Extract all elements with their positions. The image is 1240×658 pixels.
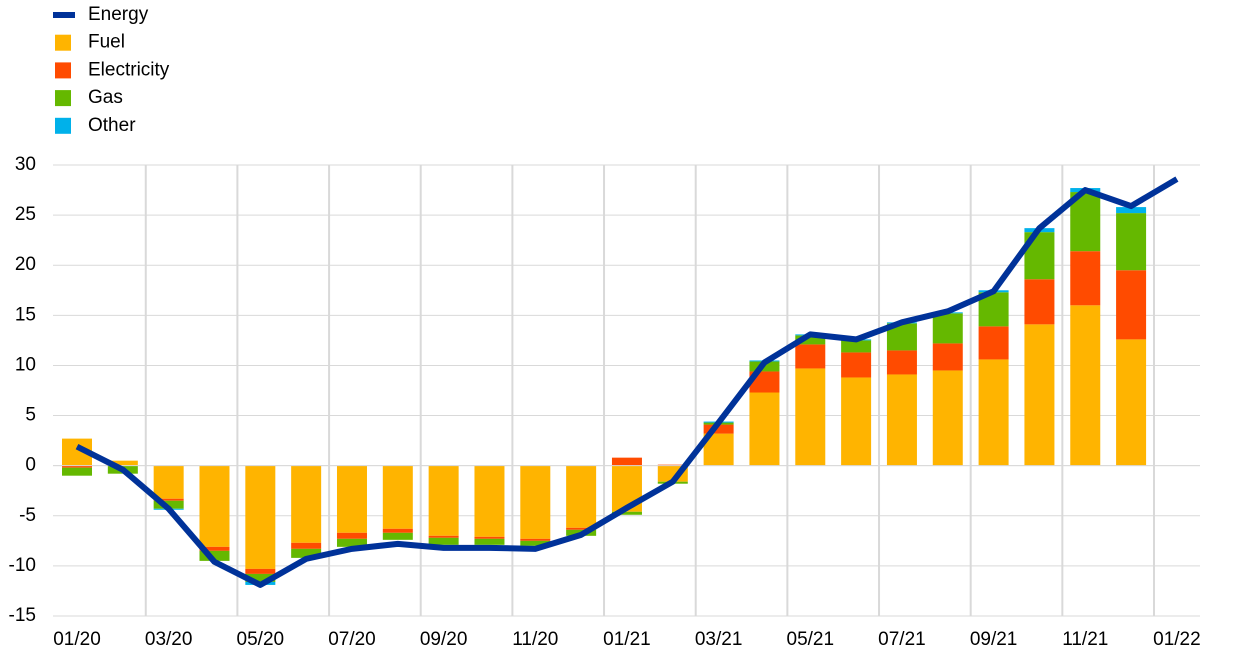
legend-label: Energy bbox=[88, 4, 149, 25]
bar bbox=[336, 465, 367, 533]
bar bbox=[566, 465, 597, 528]
bar bbox=[1116, 339, 1147, 466]
bar bbox=[474, 465, 505, 537]
bar bbox=[978, 359, 1009, 466]
bar bbox=[611, 457, 642, 466]
bar bbox=[566, 527, 597, 530]
bar bbox=[932, 370, 963, 466]
x-tick-label: 01/22 bbox=[1153, 629, 1201, 650]
bar bbox=[886, 350, 917, 375]
x-tick-label: 11/20 bbox=[512, 629, 558, 650]
bar bbox=[291, 465, 322, 543]
x-tick-label: 05/21 bbox=[787, 629, 835, 650]
bar bbox=[611, 511, 642, 515]
legend-marker bbox=[55, 117, 71, 134]
bar bbox=[1070, 251, 1101, 306]
bar bbox=[841, 352, 872, 378]
bar bbox=[291, 548, 322, 558]
y-tick-label: -10 bbox=[9, 555, 36, 576]
bar bbox=[703, 424, 734, 434]
bar bbox=[428, 537, 459, 545]
legend-label: Other bbox=[88, 115, 136, 136]
bar bbox=[978, 326, 1009, 360]
bar bbox=[1116, 213, 1147, 271]
x-tick-label: 01/21 bbox=[603, 629, 651, 650]
bar bbox=[62, 465, 92, 468]
y-tick-label: 25 bbox=[15, 204, 36, 225]
bar bbox=[795, 344, 826, 369]
bar bbox=[1116, 207, 1147, 214]
bar bbox=[291, 542, 322, 549]
legend-label: Electricity bbox=[88, 59, 170, 80]
legend-marker bbox=[55, 90, 71, 107]
x-tick-label: 11/21 bbox=[1062, 629, 1108, 650]
bar bbox=[245, 568, 276, 574]
bar bbox=[382, 532, 413, 540]
bar bbox=[795, 368, 826, 466]
bar bbox=[199, 550, 230, 561]
bar bbox=[1070, 305, 1101, 466]
bar bbox=[657, 464, 688, 466]
x-tick-label: 07/20 bbox=[328, 629, 376, 650]
legend-label: Gas bbox=[88, 87, 123, 108]
bar bbox=[199, 465, 230, 547]
x-tick-label: 01/20 bbox=[53, 629, 101, 650]
bar bbox=[1024, 279, 1055, 325]
bar bbox=[749, 392, 780, 466]
legend-marker bbox=[55, 62, 71, 79]
bar bbox=[841, 340, 872, 353]
y-tick-label: 20 bbox=[15, 254, 36, 275]
x-tick-label: 03/21 bbox=[695, 629, 743, 650]
bar bbox=[1116, 270, 1147, 340]
bar bbox=[382, 528, 413, 533]
bar bbox=[336, 532, 367, 539]
x-tick-label: 05/20 bbox=[237, 629, 285, 650]
bar bbox=[1024, 324, 1055, 466]
bar bbox=[886, 374, 917, 466]
bar bbox=[62, 467, 92, 476]
x-tick-label: 09/20 bbox=[420, 629, 468, 650]
x-tick-label: 09/21 bbox=[970, 629, 1018, 650]
y-tick-label: 0 bbox=[25, 455, 36, 476]
bar bbox=[199, 546, 230, 551]
x-tick-label: 03/20 bbox=[145, 629, 193, 650]
bar bbox=[520, 465, 551, 539]
bar bbox=[520, 540, 551, 546]
y-tick-label: 5 bbox=[25, 405, 36, 426]
bar bbox=[520, 538, 551, 541]
bar bbox=[932, 343, 963, 371]
legend-marker bbox=[55, 34, 71, 51]
bar bbox=[795, 335, 826, 345]
bar bbox=[474, 536, 505, 539]
legend-label: Fuel bbox=[88, 32, 125, 53]
bar bbox=[382, 465, 413, 529]
x-tick-label: 07/21 bbox=[878, 629, 926, 650]
y-tick-label: 10 bbox=[15, 354, 36, 375]
bar bbox=[336, 538, 367, 547]
bar bbox=[107, 460, 138, 466]
bar bbox=[153, 500, 184, 509]
y-tick-label: 15 bbox=[15, 304, 36, 325]
y-tick-label: 30 bbox=[15, 154, 36, 175]
y-tick-label: -15 bbox=[9, 605, 36, 626]
bar bbox=[474, 538, 505, 545]
bar bbox=[153, 465, 184, 499]
bar bbox=[932, 313, 963, 344]
bar bbox=[428, 535, 459, 538]
line bbox=[75, 176, 1179, 588]
bar bbox=[153, 498, 184, 501]
bar bbox=[245, 465, 276, 569]
y-tick-label: -5 bbox=[19, 505, 36, 526]
bar bbox=[428, 465, 459, 536]
bar bbox=[841, 377, 872, 466]
bar bbox=[245, 573, 276, 582]
